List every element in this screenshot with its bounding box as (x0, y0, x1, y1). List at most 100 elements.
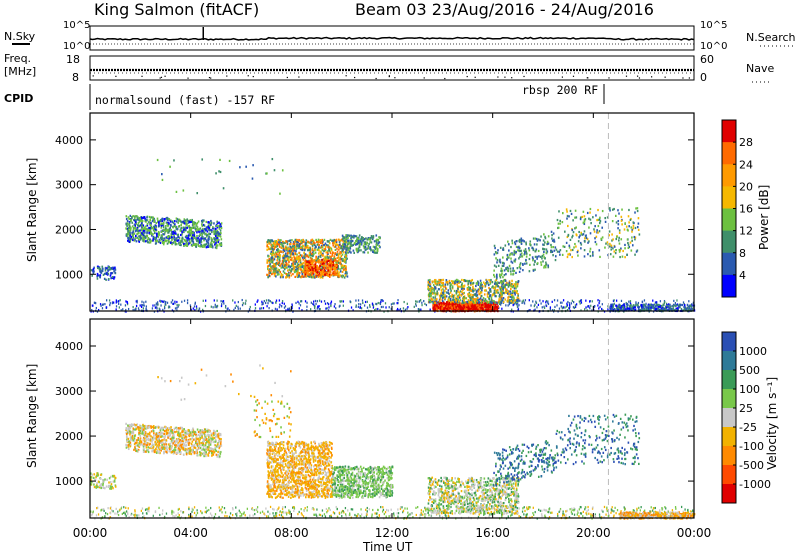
frequency-point (394, 77, 396, 79)
echo-cell (186, 238, 189, 242)
echo-cell (201, 220, 204, 224)
echo-cell (463, 301, 466, 304)
echo-cell (506, 266, 509, 269)
echo-cell (162, 243, 165, 246)
echo-cell (323, 264, 326, 267)
echo-cell (287, 250, 290, 253)
echo-cell (297, 240, 300, 244)
echo-cell (481, 289, 483, 292)
echo-cell (199, 241, 201, 244)
echo-cell (280, 250, 282, 253)
echo-cell (141, 300, 143, 303)
echo-cell (272, 270, 275, 274)
echo-cell (193, 232, 195, 235)
echo-cell (209, 229, 211, 232)
echo-cell (544, 237, 547, 240)
echo-cell (309, 249, 311, 252)
echo-cell (141, 219, 144, 223)
echo-cell (480, 307, 482, 310)
echo-cell (515, 302, 517, 305)
echo-cell (479, 285, 481, 288)
echo-cell (190, 308, 192, 311)
echo-cell (282, 270, 285, 273)
echo-cell (188, 241, 190, 244)
echo-cell (177, 239, 180, 242)
echo-cell (442, 288, 444, 291)
echo-cell (312, 267, 315, 270)
echo-cell (336, 253, 338, 256)
echo-cell (674, 301, 677, 305)
echo-cell (486, 295, 489, 298)
echo-cell (323, 238, 326, 242)
echo-cell (159, 241, 162, 245)
echo-cell (505, 273, 507, 276)
echo-cell (128, 229, 131, 232)
echo-cell (203, 228, 206, 231)
echo-cell (321, 262, 324, 265)
echo-cell (516, 285, 519, 288)
echo-cell (346, 238, 348, 241)
echo-cell (350, 235, 353, 239)
echo-cell (269, 265, 272, 268)
echo-cell (295, 247, 298, 251)
echo-cell (498, 260, 501, 263)
echo-cell (542, 248, 545, 251)
echo-cell (441, 294, 444, 297)
echo-cell (187, 231, 189, 234)
echo-cell (182, 229, 185, 232)
echo-cell (161, 219, 164, 223)
echo-cell (314, 248, 316, 252)
echo-cell (456, 283, 458, 286)
echo-cell (461, 278, 463, 282)
echo-cell (463, 296, 465, 299)
echo-cell (583, 222, 586, 226)
echo-cell (489, 290, 492, 293)
echo-cell (655, 301, 657, 304)
echo-cell (187, 219, 189, 222)
echo-cell (128, 224, 131, 228)
echo-cell (278, 243, 280, 246)
echo-cell (463, 304, 466, 307)
noise-right-bottom-tick: 10^0 (700, 41, 727, 52)
echo-cell (275, 255, 277, 258)
echo-cell (128, 226, 130, 230)
echo-cell (268, 259, 271, 262)
echo-cell (279, 239, 281, 243)
echo-cell (573, 301, 575, 304)
echo-cell (233, 308, 235, 312)
echo-cell (480, 294, 483, 298)
echo-cell (438, 298, 441, 301)
echo-cell (216, 221, 219, 225)
echo-cell (314, 251, 317, 254)
echo-cell (508, 284, 511, 287)
echo-cell (298, 274, 300, 277)
echo-cell (237, 300, 239, 304)
echo-cell (302, 270, 305, 274)
echo-cell (522, 269, 524, 272)
echo-cell (489, 309, 491, 312)
echo-cell (502, 280, 505, 283)
echo-cell (562, 306, 564, 309)
echo-cell (299, 304, 302, 307)
echo-cell (299, 254, 302, 257)
echo-cell (144, 240, 147, 243)
echo-cell (205, 299, 207, 302)
echo-cell (342, 300, 345, 303)
echo-cell (502, 300, 505, 304)
echo-cell (456, 304, 459, 307)
echo-cell (579, 299, 582, 302)
echo-cell (318, 249, 320, 252)
echo-cell (308, 275, 310, 278)
echo-cell (320, 300, 323, 303)
echo-cell (281, 274, 284, 277)
echo-cell (594, 225, 596, 228)
echo-cell (463, 299, 465, 302)
echo-cell (289, 252, 292, 255)
echo-cell (319, 307, 321, 311)
echo-cell (484, 298, 487, 301)
echo-cell (369, 246, 372, 249)
echo-cell (277, 249, 280, 252)
echo-cell (212, 306, 214, 309)
echo-cell (288, 268, 291, 271)
echo-cell (307, 269, 309, 272)
